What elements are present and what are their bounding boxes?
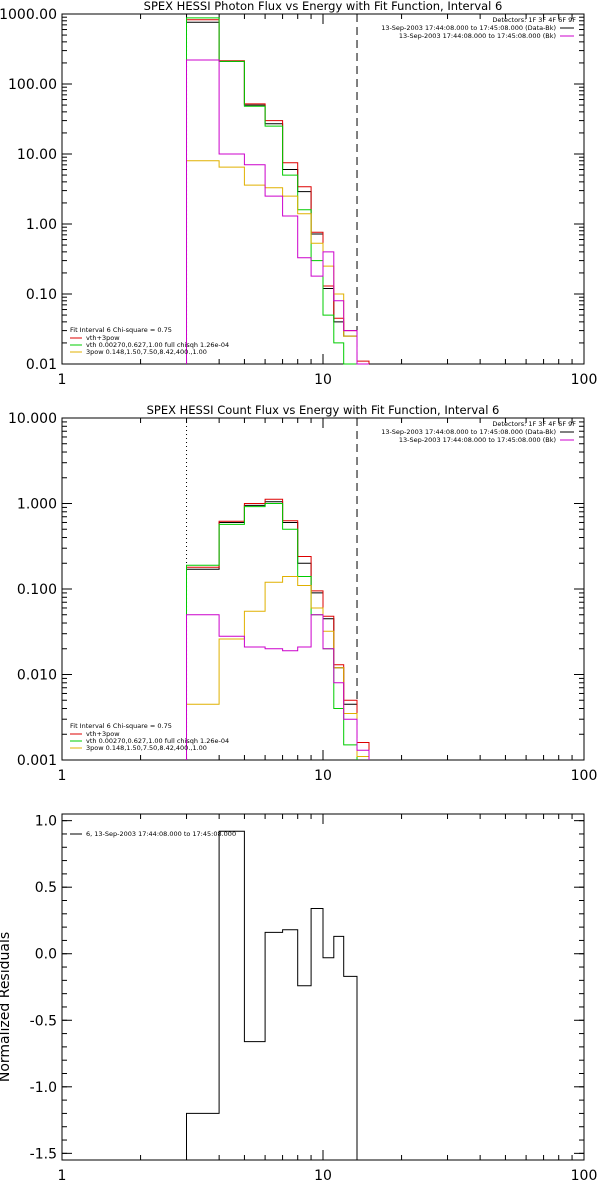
y-tick-label: 0.001 [17, 753, 57, 769]
fit-header-label: Fit Interval 6 Chi-square = 0.75 [70, 722, 172, 730]
legend-entry-label: 3pow 0.148,1.50,7.50,8.42,400.,1.00 [86, 744, 207, 752]
legend-entry-label: vth+3pow [86, 730, 120, 738]
detectors-label: Detectors: 1F 3F 4F 6F 9F [492, 16, 576, 24]
series-line-3 [186, 160, 369, 365]
series-line-2 [186, 17, 357, 365]
y-tick-label: 0.10 [26, 287, 57, 303]
legend-entry-label: 13-Sep-2003 17:44:08.000 to 17:45:08.000… [399, 32, 556, 40]
plot-frame [61, 813, 585, 1161]
legend-entry-label: 13-Sep-2003 17:44:08.000 to 17:45:08.000… [381, 24, 556, 32]
y-tick-label: -1.0 [30, 1080, 57, 1096]
x-tick-label: 100 [571, 768, 598, 784]
x-tick-label: 10 [314, 1168, 332, 1184]
y-tick-label: 1000.00 [0, 7, 57, 23]
y-tick-label: 1.0 [35, 814, 57, 830]
x-tick-label: 100 [571, 372, 598, 388]
y-tick-label: 0.010 [17, 668, 57, 684]
y-tick-label: 0.01 [26, 357, 57, 373]
series-line-0 [186, 21, 358, 364]
series-line-1 [186, 19, 370, 364]
x-tick-label: 10 [314, 768, 332, 784]
y-tick-label: 100.00 [8, 77, 57, 93]
legend-entry-label: 6, 13-Sep-2003 17:44:08.000 to 17:45:08.… [86, 830, 236, 838]
fit-header-label: Fit Interval 6 Chi-square = 0.75 [70, 326, 172, 334]
series-line-4 [186, 614, 370, 760]
series-line-4 [186, 59, 369, 365]
y-tick-label: 1.00 [26, 217, 57, 233]
legend-entry-label: 3pow 0.148,1.50,7.50,8.42,400.,1.00 [86, 348, 207, 356]
series-line-1 [186, 498, 370, 760]
chart-title: SPEX HESSI Photon Flux vs Energy with Fi… [144, 0, 503, 13]
y-axis-label: Normalized Residuals [0, 932, 13, 1082]
detectors-label: Detectors: 1F 3F 4F 6F 9F [492, 420, 576, 428]
x-tick-label: 1 [58, 768, 67, 784]
series-line-2 [186, 503, 358, 760]
legend-entry-label: vth 0.00270,0.627,1.00 full chisqh 1.26e… [86, 737, 229, 745]
series-line-3 [186, 576, 370, 760]
legend-entry-label: vth 0.00270,0.627,1.00 full chisqh 1.26e… [86, 341, 229, 349]
plot-frame [61, 417, 585, 761]
legend-entry-label: 13-Sep-2003 17:44:08.000 to 17:45:08.000… [399, 436, 556, 444]
series-line-0 [186, 830, 358, 1160]
y-tick-label: 0.5 [35, 880, 57, 896]
y-tick-label: -0.5 [30, 1013, 57, 1029]
y-tick-label: 10.00 [17, 147, 57, 163]
legend-entry-label: 13-Sep-2003 17:44:08.000 to 17:45:08.000… [381, 428, 556, 436]
y-tick-label: 1.000 [17, 497, 57, 513]
legend-entry-label: vth+3pow [86, 334, 120, 342]
y-tick-label: 10.000 [8, 411, 57, 427]
chart-title: SPEX HESSI Count Flux vs Energy with Fit… [147, 403, 500, 417]
x-tick-label: 10 [314, 372, 332, 388]
x-tick-label: 1 [58, 372, 67, 388]
y-tick-label: -1.5 [30, 1146, 57, 1162]
x-tick-label: 100 [571, 1168, 598, 1184]
x-tick-label: 1 [58, 1168, 67, 1184]
y-tick-label: 0.0 [35, 947, 57, 963]
y-tick-label: 0.100 [17, 582, 57, 598]
